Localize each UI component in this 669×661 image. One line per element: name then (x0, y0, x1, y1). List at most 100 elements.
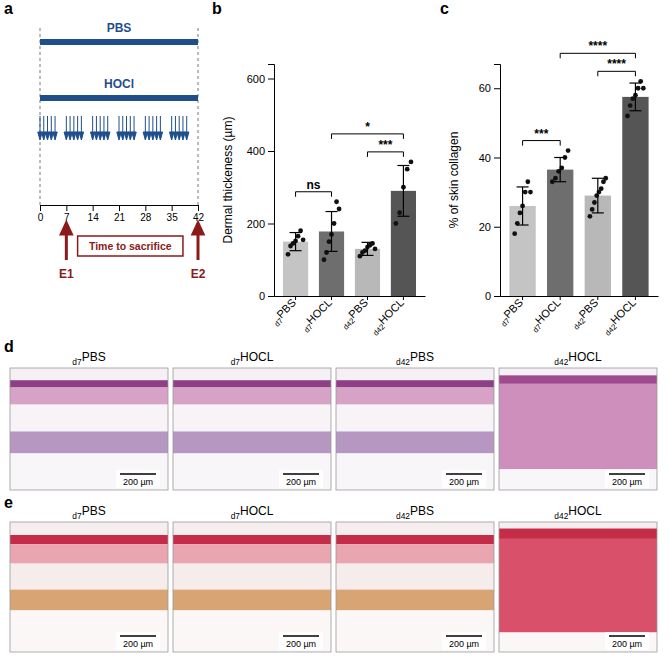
x-tick-mark (597, 296, 598, 300)
x-tick-label: d42PBS (567, 296, 602, 331)
bar-chart: 0200400600d7PBSd7HOCLd42PBSd42HOCLDermal… (221, 65, 426, 338)
scale-bar (446, 635, 482, 637)
histology-layer (499, 375, 657, 384)
injection-arrow (72, 116, 76, 140)
scale-bar-bg (116, 470, 160, 488)
data-point (603, 176, 608, 181)
y-tick: 60 (479, 82, 500, 94)
y-axis-line (494, 65, 501, 297)
histology-layer (173, 453, 331, 490)
timeline-tick: 35 (167, 205, 179, 223)
timeline-tick-mark (119, 205, 120, 211)
histology-frame (10, 522, 168, 652)
data-point (566, 148, 571, 153)
scale-bar-label: 200 µm (449, 477, 479, 487)
histology-panel: d42PBS200 µm (336, 350, 494, 490)
x-tick-label: d42HOCL (367, 296, 409, 338)
y-tick-mark (268, 224, 274, 225)
histology-layer (336, 431, 494, 453)
scale-bar-bg (279, 470, 323, 488)
y-tick-mark (268, 79, 274, 80)
y-tick-mark (494, 227, 500, 228)
histology-frame (10, 368, 168, 490)
scale-bar-label: 200 µm (286, 639, 316, 649)
histology-layer (173, 431, 331, 453)
scale-bar (120, 473, 156, 475)
timeline-tick-label: 14 (88, 212, 100, 223)
injection-arrow (158, 116, 162, 140)
endpoint-arrow (193, 223, 203, 260)
histology-layer (10, 564, 168, 590)
endpoint-label: E1 (59, 267, 74, 281)
error-cap (592, 178, 604, 179)
scale-bar-label: 200 µm (612, 639, 642, 649)
histology-layer (336, 405, 494, 432)
data-point (327, 239, 332, 244)
histology-layer (499, 633, 657, 653)
label-main: PBS (82, 504, 106, 518)
y-tick-label: 0 (259, 290, 265, 302)
label-subscript: d7 (72, 511, 82, 521)
y-axis: 0200400600 (247, 65, 275, 303)
histology-layer (336, 380, 494, 387)
injection-arrow (75, 116, 79, 140)
histology-layer (173, 368, 331, 380)
data-point (641, 86, 646, 91)
error-cap (361, 255, 373, 256)
label-main: HOCL (568, 350, 602, 364)
y-tick-mark (494, 88, 500, 89)
endpoint-label: E2 (191, 267, 206, 281)
x-tick-label: d42PBS (337, 296, 372, 331)
timeline-tick-label: 28 (140, 212, 152, 223)
y-tick-mark (268, 296, 274, 297)
x-tick: d7HOCL (298, 296, 336, 335)
data-point (322, 257, 327, 262)
x-tick-label: d7PBS (495, 296, 527, 328)
label-main: HOCL (568, 504, 602, 518)
y-tick: 400 (247, 145, 274, 157)
y-tick-label: 0 (485, 290, 491, 302)
histology-layer (336, 544, 494, 564)
histology-layer (10, 544, 168, 564)
histology-panel: d42PBS200 µm (336, 504, 494, 652)
panel-label: b (212, 0, 222, 17)
injection-arrow (132, 116, 136, 140)
treatment-bar (40, 39, 198, 45)
scale-bar-bg (116, 632, 160, 650)
injection-arrow (173, 116, 177, 140)
label-main: PBS (274, 296, 298, 320)
data-point (592, 200, 597, 205)
data-point (332, 221, 337, 226)
injection-arrow (102, 116, 106, 140)
injection-arrow (106, 116, 110, 140)
histology-layer (336, 535, 494, 544)
timeline-tick: 28 (140, 205, 152, 223)
timeline-tick-label: 0 (38, 212, 44, 223)
data-point (523, 190, 528, 195)
y-tick: 40 (479, 152, 500, 164)
significance-bracket (332, 134, 404, 139)
histology-label: d7PBS (72, 504, 105, 521)
error-cap (517, 186, 529, 187)
x-tick-label: d7HOCL (527, 296, 565, 334)
histology-layer (499, 368, 657, 375)
data-point (628, 103, 633, 108)
data-point (296, 234, 301, 239)
error-cap (397, 165, 409, 166)
histology-frame (499, 522, 657, 652)
label-subscript: d7 (231, 511, 241, 521)
label-main: HOCL (304, 296, 334, 326)
injection-arrow (177, 116, 181, 140)
plot-area (509, 79, 648, 296)
histology-layer (10, 431, 168, 453)
timeline-tick: 0 (38, 205, 44, 223)
bar-chart: 0204060d7PBSd7HOCLd42PBSd42HOCL% of skin… (447, 39, 659, 337)
timeline-tick: 21 (114, 205, 126, 223)
timeline-tick: 7 (64, 205, 70, 223)
significance-label: ns (307, 178, 321, 192)
injection-arrow (151, 116, 155, 140)
x-axis: d7PBSd7HOCLd42PBSd42HOCL (495, 296, 658, 338)
error-bar (331, 212, 332, 252)
histology-layer (499, 522, 657, 529)
x-axis: d7PBSd7HOCLd42PBSd42HOCL (268, 296, 425, 338)
